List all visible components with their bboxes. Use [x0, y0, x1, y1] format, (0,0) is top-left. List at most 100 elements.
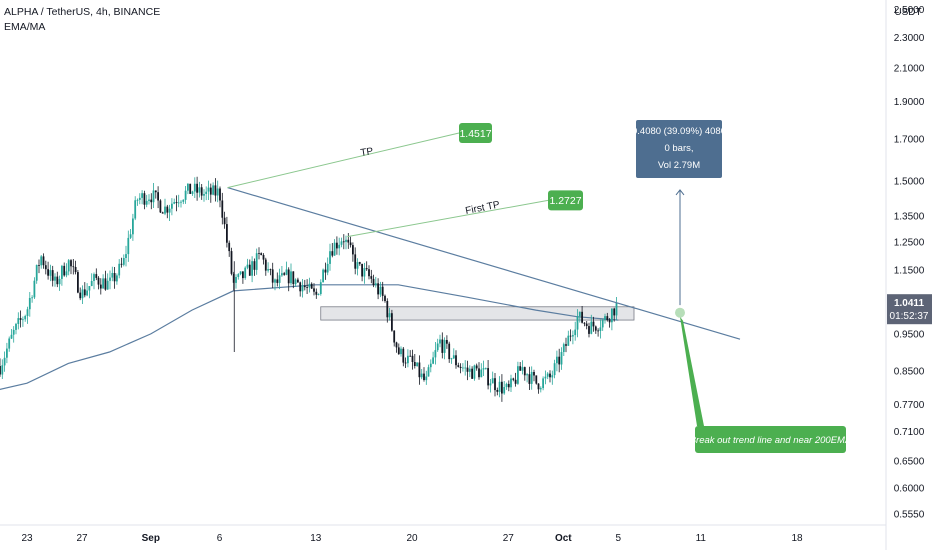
price-tick-label: 0.7700 [894, 400, 925, 411]
measure-bars-text: 0 bars, [664, 143, 693, 154]
tp-value-badge[interactable]: 1.4517 [459, 123, 492, 144]
candle-up [180, 201, 182, 203]
candle-up [102, 278, 104, 289]
candle-up [505, 383, 508, 387]
measure-info-box[interactable]: 0.4080 (39.09%) 4080 0 bars, Vol 2.79M [632, 120, 726, 178]
price-tick-label: 1.2500 [894, 237, 925, 248]
candle-up [141, 193, 143, 198]
candle-up [216, 188, 219, 196]
candle-up [560, 352, 563, 365]
candle-up [145, 200, 148, 205]
first-tp-value: 1.2727 [549, 195, 581, 207]
descending-trendline[interactable] [227, 187, 741, 340]
price-tick-label: 0.9500 [894, 329, 925, 340]
candle-down [386, 301, 389, 318]
candle-down [342, 241, 345, 243]
price-axis[interactable]: 2.5000 2.3000 2.1000 1.9000 1.7000 1.5000 1.35… [894, 5, 925, 520]
candle-up [317, 294, 320, 295]
candle-down [223, 217, 226, 225]
candle-up [26, 309, 29, 316]
candle-up [562, 344, 565, 352]
candle-up [574, 329, 577, 336]
time-tick-label: 6 [217, 533, 223, 544]
candle-down [381, 286, 384, 296]
candle-up [109, 277, 111, 281]
candle-down [166, 206, 169, 213]
price-tick-label: 1.3500 [894, 212, 925, 223]
candle-up [572, 335, 574, 337]
candle-down [159, 200, 162, 213]
candle-down [423, 373, 425, 380]
candle-up [388, 313, 391, 318]
candle-up [125, 254, 127, 258]
ema-200-line[interactable] [0, 284, 619, 397]
candle-down [299, 282, 302, 292]
candle-up [246, 264, 249, 268]
candle-down [365, 268, 368, 270]
candle-up [274, 279, 276, 283]
candle-up [49, 270, 52, 276]
support-zone[interactable] [320, 306, 635, 321]
time-tick-label: 5 [616, 533, 622, 544]
symbol-title[interactable]: ALPHA / TetherUS, 4h, BINANCE [4, 6, 161, 18]
candle-up [54, 276, 56, 281]
candle-down [558, 356, 561, 365]
candle-up [40, 256, 43, 266]
candle-up [553, 363, 556, 376]
candle-up [152, 190, 155, 203]
time-axis[interactable]: 23 27 Sep 6 13 20 27 Oct 5 11 18 [21, 533, 803, 544]
candle-up [530, 372, 533, 384]
candle-up [425, 376, 428, 381]
last-price-box [887, 294, 932, 325]
candle-down [448, 343, 451, 360]
indicator-title[interactable]: EMA/MA [4, 21, 46, 33]
candle-down [189, 183, 192, 194]
candle-down [581, 311, 583, 323]
candle-down [143, 193, 146, 205]
candle-down [592, 321, 595, 327]
candle-up [601, 320, 604, 328]
callout-pointer [680, 316, 704, 426]
first-tp-projection-line[interactable] [347, 199, 549, 238]
candle-down [413, 362, 416, 366]
candle-up [338, 244, 341, 249]
candle-down [441, 339, 444, 353]
candle-up [177, 202, 180, 204]
candle-up [191, 191, 194, 194]
price-tick-label: 0.6500 [894, 457, 925, 468]
candle-up [184, 190, 187, 200]
candle-up [24, 316, 27, 320]
candle-up [285, 269, 288, 275]
candle-up [132, 218, 134, 235]
last-price-value: 1.0411 [894, 298, 924, 309]
candle-down [347, 239, 350, 243]
candle-up [615, 302, 618, 316]
candle-down [70, 260, 72, 267]
candle-down [585, 323, 588, 326]
candle-up [205, 191, 208, 194]
first-tp-value-badge[interactable]: 1.2727 [548, 190, 583, 211]
candle-down [99, 284, 102, 289]
candle-down [512, 378, 515, 380]
candle-up [10, 334, 13, 339]
candle-down [613, 308, 616, 316]
candle-down [221, 200, 224, 218]
tp-projection-line[interactable] [227, 132, 460, 189]
candle-up [15, 323, 17, 330]
tp-value: 1.4517 [459, 128, 491, 140]
candle-down [393, 330, 396, 343]
candle-down [248, 264, 251, 276]
candle-down [395, 342, 398, 348]
candle-up [427, 367, 430, 377]
candle-down [230, 251, 233, 274]
candle-up [116, 275, 118, 282]
candle-up [340, 241, 343, 245]
candle-down [77, 272, 79, 293]
candle-down [528, 374, 531, 384]
candle-up [17, 318, 20, 324]
callout-box[interactable]: Break out trend line and near 200EMA [690, 426, 852, 453]
candle-up [484, 368, 487, 369]
candle-down [315, 291, 318, 295]
candle-down [38, 265, 40, 266]
